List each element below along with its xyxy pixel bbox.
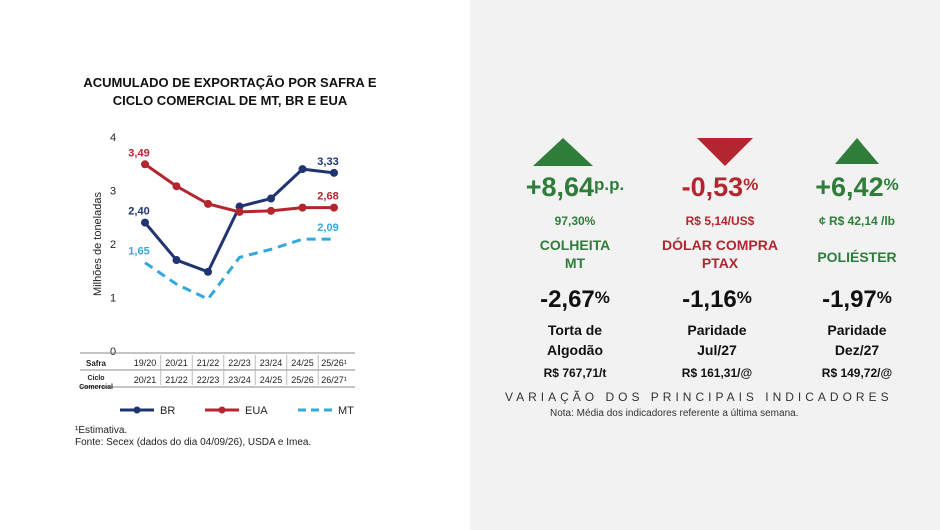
indicator-dolar-sub: R$ 5,14/US$ — [685, 214, 755, 228]
chart-panel: ACUMULADO DE EXPORTAÇÃO POR SAFRA E CICL… — [60, 74, 400, 448]
legend-label-br: BR — [160, 405, 175, 417]
legend-marker-eua — [218, 406, 226, 414]
x-tick-safra: 25/26¹ — [321, 358, 347, 368]
y-axis-label: Milhões de toneladas — [92, 192, 104, 296]
x-tick-ciclo: 25/26 — [291, 375, 314, 385]
indicator-dolar-label-line2: PTAX — [701, 255, 739, 271]
indicator-dolar-label: DÓLAR COMPRA PTAX — [640, 236, 800, 272]
data-point-eua — [141, 160, 149, 169]
paridade-jul-value: -1,16% — [682, 286, 752, 313]
data-point-br — [330, 168, 338, 177]
indicator-colheita-label-line1: COLHEITA — [539, 237, 611, 253]
paridade-dez-label-line1: Paridade — [827, 322, 887, 338]
data-point-eua — [204, 199, 212, 208]
torta-suffix: % — [594, 288, 610, 307]
section-note: Nota: Média dos indicadores referente a … — [550, 408, 799, 419]
paridade-jul-label-line2: Jul/27 — [697, 342, 737, 358]
indicator-poliester-sub: ¢ R$ 42,14 /lb — [818, 214, 896, 228]
data-point-br — [172, 256, 181, 265]
chart-title: ACUMULADO DE EXPORTAÇÃO POR SAFRA E CICL… — [60, 74, 400, 110]
row-label-ciclo-1: Ciclo — [87, 375, 104, 382]
y-tick-label: 2 — [110, 239, 116, 251]
indicator-colheita-sub: 97,30% — [554, 214, 596, 228]
y-tick-label: 4 — [110, 132, 116, 144]
paridade-dez-price: R$ 149,72/@ — [821, 366, 893, 380]
paridade-dez-value: -1,97% — [822, 286, 892, 313]
legend-label-mt: MT — [338, 405, 354, 417]
source-note: Fonte: Secex (dados do dia 04/09/26), US… — [75, 437, 312, 448]
x-tick-safra: 23/24 — [260, 358, 283, 368]
x-tick-ciclo: 24/25 — [260, 375, 283, 385]
torta-value: -2,67% — [540, 286, 610, 313]
x-tick-ciclo: 22/23 — [197, 375, 220, 385]
torta-label-line2: Algodão — [547, 342, 603, 358]
x-tick-ciclo: 23/24 — [228, 375, 251, 385]
data-label-mt: 2,09 — [317, 222, 338, 234]
y-tick-label: 3 — [110, 186, 116, 198]
indicator-colheita-label: COLHEITA MT — [495, 236, 655, 272]
data-point-eua — [267, 206, 275, 215]
torta-label-line1: Torta de — [547, 322, 603, 338]
indicator-poliester-label-line1: POLIÉSTER — [817, 249, 897, 265]
y-tick-label: 0 — [110, 346, 116, 358]
line-chart: Milhões de toneladas 0 1 2 3 4 Safra Ciclo Comer… — [79, 132, 355, 417]
data-point-eua — [235, 207, 244, 216]
data-point-br — [204, 267, 212, 276]
data-point-br — [298, 165, 307, 174]
chart-title-line1: ACUMULADO DE EXPORTAÇÃO POR SAFRA E — [83, 75, 377, 90]
indicator-poliester-value: +6,42% — [815, 172, 899, 202]
data-point-eua — [330, 203, 338, 212]
x-tick-safra: 21/22 — [197, 358, 220, 368]
indicator-dolar-value: -0,53% — [681, 172, 759, 202]
data-point-br — [141, 218, 149, 227]
x-tick-safra: 24/25 — [291, 358, 314, 368]
indicator-colheita-value: +8,64p.p. — [525, 172, 625, 202]
row-label-safra: Safra — [86, 359, 107, 368]
data-point-br — [267, 194, 275, 203]
indicator-poliester-label: POLIÉSTER — [777, 248, 937, 266]
torta-price: R$ 767,71/t — [543, 366, 607, 380]
paridade-jul-label: Paridade Jul/27 — [637, 320, 797, 360]
legend-label-eua: EUA — [245, 405, 268, 417]
data-label-eua: 3,49 — [128, 147, 149, 159]
torta-label: Torta de Algodão — [495, 320, 655, 360]
paridade-jul-price: R$ 161,31/@ — [681, 366, 753, 380]
section-title: VARIAÇÃO DOS PRINCIPAIS INDICADORES — [505, 390, 893, 404]
data-point-eua — [172, 182, 181, 191]
row-label-ciclo-2: Comercial — [79, 384, 113, 391]
paridade-jul-suffix: % — [736, 288, 752, 307]
paridade-dez-suffix: % — [876, 288, 892, 307]
paridade-jul-label-line1: Paridade — [687, 322, 747, 338]
up-arrow-icon — [835, 138, 879, 164]
indicator-dolar-label-line1: DÓLAR COMPRA — [662, 237, 778, 253]
chart-title-line2: CICLO COMERCIAL DE MT, BR E EUA — [112, 93, 348, 108]
x-tick-safra: 22/23 — [228, 358, 251, 368]
indicator-dolar-suffix: % — [743, 175, 759, 194]
footnote: ¹Estimativa. — [75, 425, 128, 436]
indicator-colheita-label-line2: MT — [564, 255, 586, 271]
indicator-colheita-suffix: p.p. — [594, 175, 625, 194]
x-tick-safra: 20/21 — [165, 358, 188, 368]
data-label-br: 2,40 — [128, 206, 149, 218]
indicators-panel — [470, 0, 940, 530]
data-label-br: 3,33 — [317, 156, 338, 168]
x-tick-ciclo: 26/27¹ — [321, 375, 347, 385]
data-label-mt: 1,65 — [128, 246, 149, 258]
data-point-eua — [298, 203, 307, 212]
y-tick-label: 1 — [110, 293, 116, 305]
up-arrow-icon — [533, 138, 593, 166]
indicator-poliester-suffix: % — [883, 175, 899, 194]
series-line-mt — [144, 237, 334, 301]
data-label-eua: 2,68 — [317, 191, 338, 203]
down-arrow-icon — [697, 138, 753, 166]
x-tick-ciclo: 20/21 — [134, 375, 157, 385]
paridade-dez-label-line2: Dez/27 — [834, 342, 880, 358]
x-tick-ciclo: 21/22 — [165, 375, 188, 385]
legend-marker-br — [133, 406, 141, 414]
paridade-dez-label: Paridade Dez/27 — [777, 320, 937, 360]
x-tick-safra: 19/20 — [134, 358, 157, 368]
